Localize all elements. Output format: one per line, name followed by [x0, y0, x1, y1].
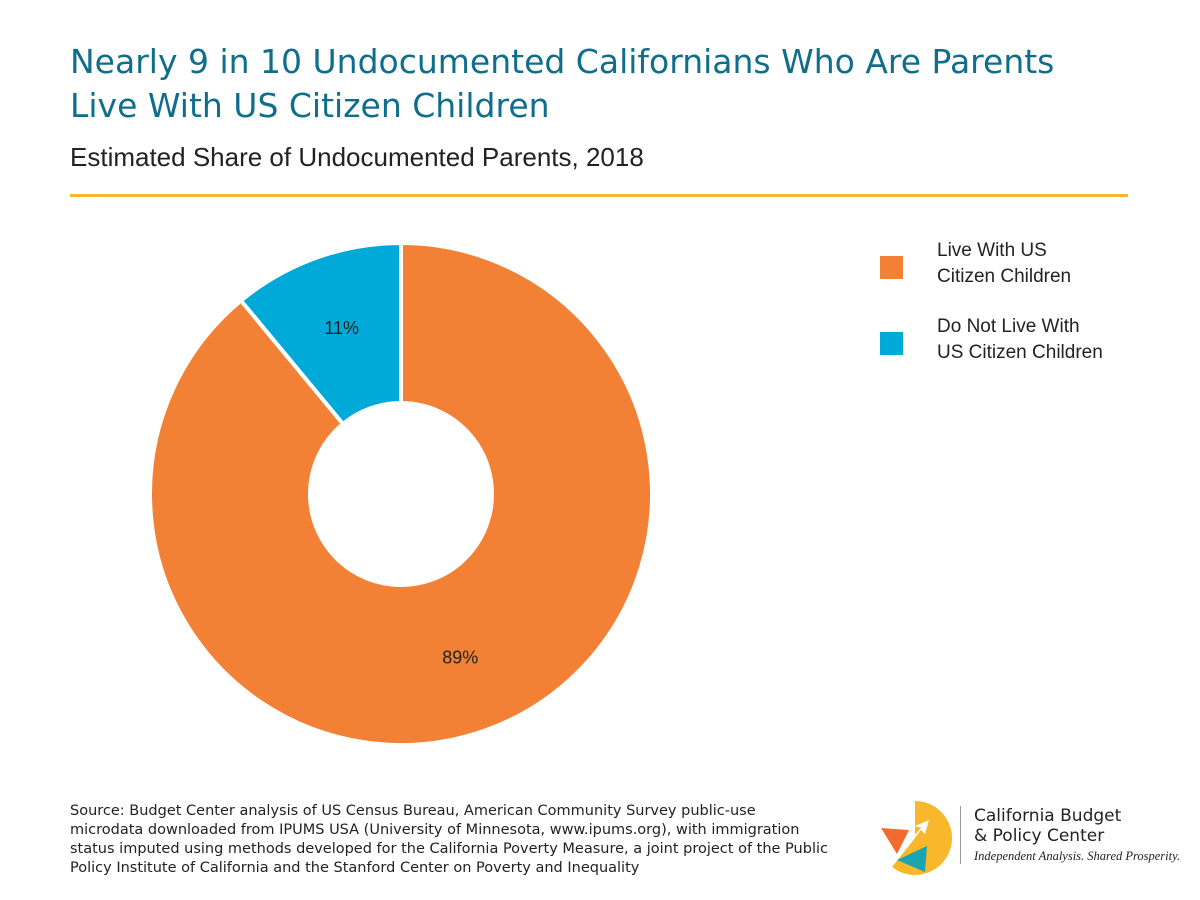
logo-name-line-1: California Budget [974, 806, 1122, 826]
chart-title: Nearly 9 in 10 Undocumented Californians… [70, 40, 1150, 128]
donut-slice-2 [238, 240, 403, 427]
donut-slice-label-1: 89% [442, 647, 478, 667]
budget-center-logo: California Budget & Policy Center Indepe… [974, 806, 1180, 864]
logo-teal-shape [897, 846, 927, 872]
logo-name-line-2: & Policy Center [974, 826, 1105, 846]
donut-slice-label-2: 11% [324, 318, 359, 338]
budget-center-logo-icon [881, 801, 952, 875]
chart-legend: Live With US Citizen Children Do Not Liv… [880, 238, 1140, 390]
legend-item-live-with: Live With US Citizen Children [880, 238, 1140, 290]
legend-label-not-live-with: Do Not Live With US Citizen Children [937, 316, 1103, 363]
legend-item-not-live-with: Do Not Live With US Citizen Children [880, 314, 1140, 366]
donut-slice-labels: 89% 11% [324, 318, 478, 667]
legend-swatch-live-with [880, 256, 903, 279]
donut-slice-1 [148, 240, 654, 747]
chart-title-line-2: Live With US Citizen Children [70, 86, 550, 125]
logo-divider [960, 806, 961, 864]
legend-swatch-not-live-with [880, 332, 903, 355]
title-divider [70, 194, 1128, 197]
legend-label-live-with: Live With US Citizen Children [937, 240, 1072, 287]
source-note: Source: Budget Center analysis of US Cen… [70, 803, 828, 876]
logo-tagline: Independent Analysis. Shared Prosperity. [974, 849, 1181, 863]
logo-arrow-shape [897, 820, 929, 858]
logo-orange-shape [881, 828, 909, 854]
logo-name: California Budget & Policy Center [974, 806, 1180, 846]
chart-subtitle: Estimated Share of Undocumented Parents,… [70, 142, 644, 172]
chart-title-line-1: Nearly 9 in 10 Undocumented Californians… [70, 42, 1055, 81]
donut-slices [148, 240, 654, 747]
